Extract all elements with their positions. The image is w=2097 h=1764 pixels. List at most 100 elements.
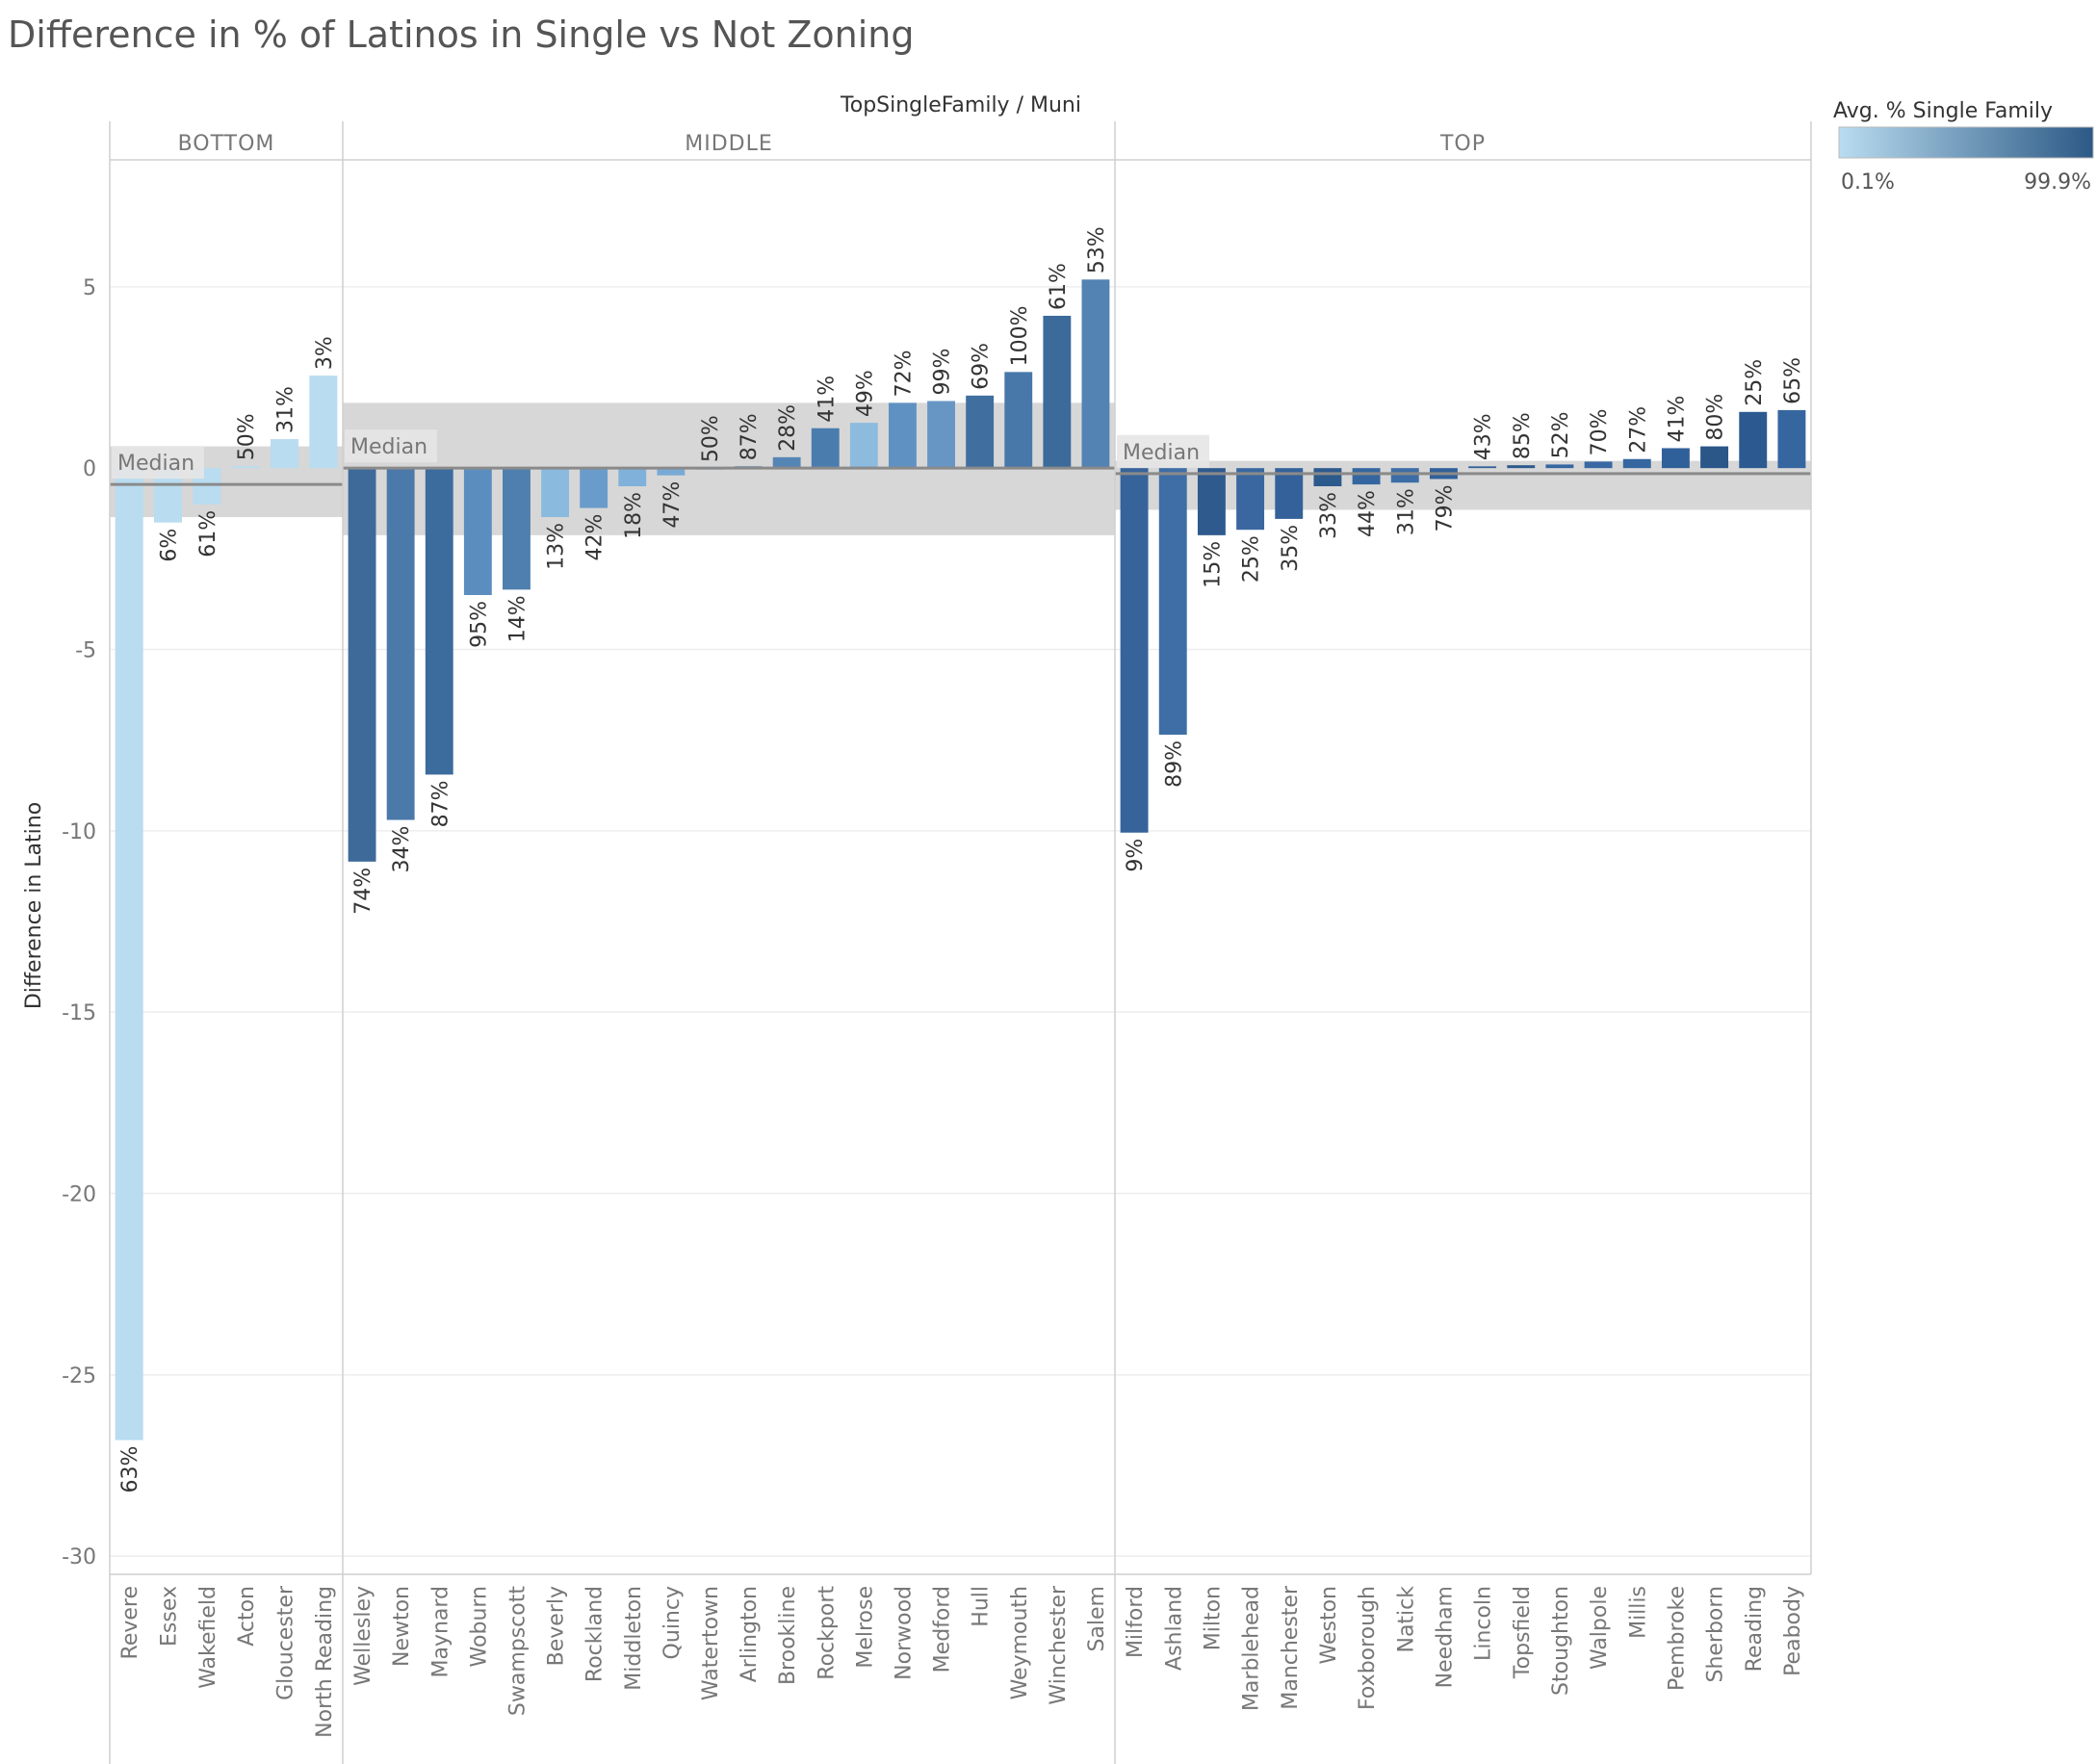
category-label: Foxborough: [1356, 1586, 1380, 1710]
data-label: 89%: [1162, 740, 1186, 788]
data-label: 41%: [815, 376, 839, 423]
category-label: Newton: [390, 1586, 414, 1667]
bar-salem: [1081, 279, 1110, 469]
category-label: Lincoln: [1472, 1586, 1496, 1661]
category-label: Stoughton: [1549, 1586, 1573, 1696]
data-label: 43%: [1472, 413, 1496, 460]
bar-melrose: [849, 423, 878, 469]
y-axis: 5 0 -5 -10 -15 -20 -25 -30 Difference in Latino: [22, 276, 96, 1569]
data-label: 50%: [699, 415, 723, 462]
data-label: 95%: [467, 601, 491, 648]
category-label: Sherborn: [1704, 1586, 1728, 1683]
bar-lincoln: [1468, 466, 1497, 469]
bar-natick: [1390, 468, 1419, 483]
y-tick-label: -5: [75, 639, 96, 663]
data-label: 34%: [390, 826, 414, 873]
data-label: 44%: [1356, 490, 1380, 537]
bar-sherborn: [1700, 446, 1729, 469]
bar-swampscott: [503, 468, 531, 590]
category-label: Walpole: [1588, 1586, 1612, 1670]
category-label: Peabody: [1781, 1586, 1805, 1676]
data-label: 100%: [1008, 305, 1032, 366]
y-tick-label: -20: [62, 1183, 96, 1207]
data-label: 74%: [351, 868, 375, 915]
category-label: Weymouth: [1008, 1586, 1032, 1699]
bar-milton: [1197, 468, 1226, 535]
bar-gloucester: [270, 439, 299, 469]
bar-hull: [966, 395, 995, 469]
data-label: 3%: [313, 336, 337, 370]
y-tick-label: -10: [62, 820, 96, 844]
category-label: Needham: [1433, 1586, 1457, 1688]
legend-min-label: 0.1%: [1841, 170, 1895, 195]
category-label: Watertown: [699, 1586, 723, 1700]
bar-milford: [1120, 468, 1149, 833]
bar-maynard: [425, 468, 453, 775]
median-label-box: [112, 446, 204, 480]
column-headers: TopSingleFamily / Muni BOTTOM MIDDLE TOP: [178, 93, 1485, 156]
category-label: Maynard: [428, 1586, 453, 1678]
color-legend: Avg. % Single Family 0.1% 99.9%: [1833, 99, 2094, 195]
legend-color-ramp: [1838, 126, 2094, 159]
y-axis-title: Difference in Latino: [22, 802, 46, 1009]
bar-wellesley: [348, 468, 376, 862]
panel-header-bottom: BOTTOM: [178, 132, 275, 156]
panel-header-middle: MIDDLE: [685, 132, 773, 156]
data-label: 52%: [1549, 411, 1573, 458]
category-label: Rockport: [815, 1586, 839, 1680]
data-label: 69%: [970, 343, 994, 390]
bar-revere: [115, 468, 143, 1440]
data-label: 87%: [428, 780, 453, 827]
category-label: Quincy: [660, 1586, 685, 1659]
category-label: Acton: [235, 1586, 259, 1647]
y-tick-label: 5: [83, 276, 96, 300]
category-label: Rockland: [583, 1586, 608, 1682]
data-label: 80%: [1704, 394, 1728, 441]
category-label: Salem: [1085, 1586, 1109, 1652]
bar-walpole: [1584, 461, 1613, 469]
bar-medford: [927, 401, 955, 469]
data-label: 27%: [1626, 406, 1650, 454]
bar-winchester: [1043, 315, 1072, 469]
category-label: Beverly: [545, 1586, 569, 1666]
category-label: Topsfield: [1511, 1586, 1535, 1679]
bar-north-reading: [309, 376, 338, 469]
data-label: 61%: [196, 510, 220, 558]
category-label: Swampscott: [505, 1586, 530, 1716]
median-lines: Median Median Median: [110, 429, 1811, 486]
median-label: Median: [117, 452, 194, 476]
category-label: Middleton: [622, 1586, 646, 1691]
bars: [115, 279, 1806, 1440]
category-label: Millis: [1626, 1586, 1650, 1639]
data-label: 18%: [622, 492, 646, 539]
data-label: 42%: [583, 514, 608, 561]
category-label: Arlington: [738, 1586, 762, 1682]
category-label: Wakefield: [196, 1586, 220, 1689]
bar-rockport: [811, 428, 840, 469]
data-label: 85%: [1511, 412, 1535, 459]
bar-quincy: [657, 468, 686, 476]
median-band: [1115, 460, 1811, 510]
data-label: 25%: [1743, 359, 1767, 406]
panel-frames: [109, 121, 1812, 1764]
bar-millis: [1622, 458, 1651, 469]
category-label: Reading: [1743, 1586, 1767, 1672]
bar-beverly: [541, 468, 569, 518]
category-label: Milford: [1124, 1586, 1148, 1658]
bar-brookline: [772, 456, 801, 469]
category-label: North Reading: [313, 1586, 337, 1738]
bar-rockland: [580, 468, 608, 508]
y-tick-label: -15: [62, 1001, 96, 1025]
y-tick-label: 0: [83, 457, 96, 481]
category-label: Melrose: [853, 1586, 877, 1669]
y-tick-label: -30: [62, 1545, 96, 1569]
category-label: Marblehead: [1240, 1586, 1264, 1711]
data-label: 15%: [1201, 541, 1225, 588]
category-label: Brookline: [776, 1586, 800, 1685]
bar-stoughton: [1545, 464, 1574, 469]
bar-weston: [1313, 468, 1342, 486]
bar-weymouth: [1004, 372, 1033, 469]
bar-foxborough: [1352, 468, 1381, 485]
data-label: 72%: [892, 350, 916, 397]
